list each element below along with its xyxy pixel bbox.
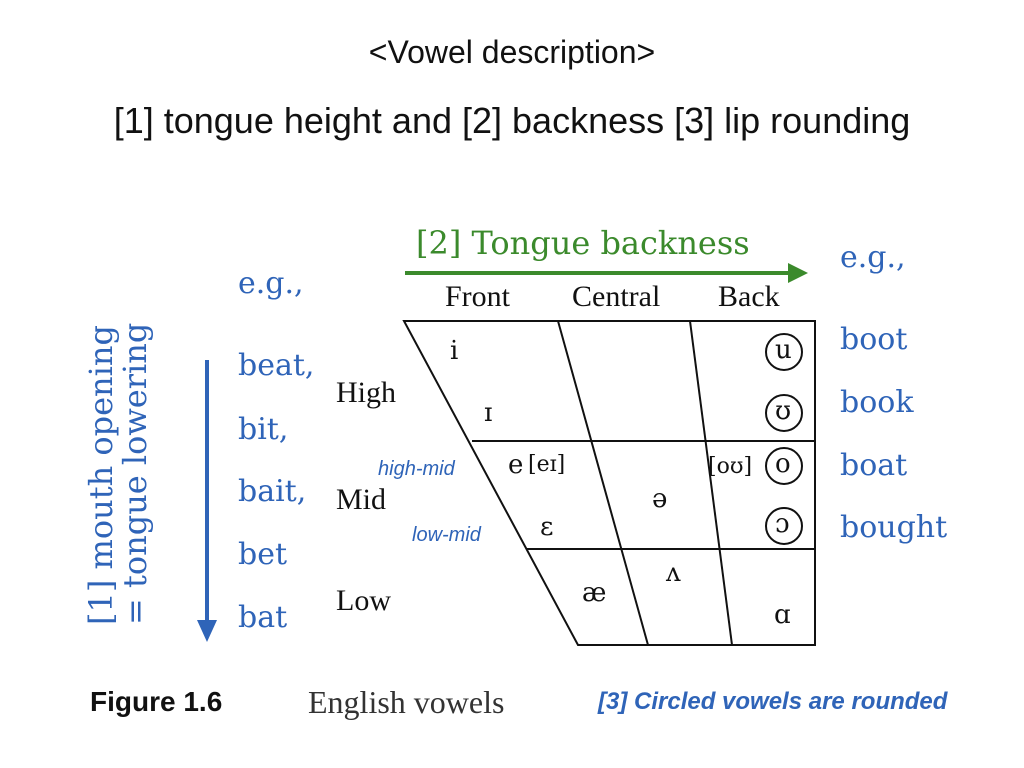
vowel-oh: ɔ	[775, 509, 790, 539]
row-high: High	[336, 376, 396, 409]
round-circle-oh	[765, 507, 803, 545]
slide-title: <Vowel description>	[368, 34, 656, 70]
figure-caption: English vowels	[308, 684, 505, 720]
column-back: Back	[718, 280, 780, 313]
vowel-u: u	[775, 335, 792, 365]
right-example-book: book	[840, 385, 914, 420]
left-example-bat: bat	[238, 600, 288, 635]
backness-arrowhead	[788, 263, 808, 283]
vowel-i: i	[450, 336, 459, 366]
vowel-a: ɑ	[774, 600, 791, 630]
vowel-e: e	[508, 450, 524, 480]
left-examples-heading: e.g.,	[238, 266, 304, 301]
left-example-beat: beat,	[238, 348, 315, 383]
right-example-bought: bought	[840, 510, 948, 545]
vowel-eh: ɛ	[540, 512, 554, 542]
grid-line-central-back	[689, 320, 733, 646]
column-central: Central	[572, 280, 661, 313]
left-example-bet: bet	[238, 537, 288, 572]
vowel-ae: æ	[582, 578, 607, 608]
vowel-uh: ʊ	[775, 396, 792, 426]
slide-subtitle: [1] tongue height and [2] backness [3] l…	[113, 100, 911, 141]
right-example-boot: boot	[840, 322, 908, 357]
annotation-high-mid: high-mid	[378, 458, 455, 480]
annotation-low-mid: low-mid	[412, 524, 481, 546]
round-circle-u	[765, 333, 803, 371]
rounding-note: [3] Circled vowels are rounded	[598, 688, 948, 715]
left-example-bait: bait,	[238, 474, 307, 509]
round-circle-o	[765, 447, 803, 485]
figure-number: Figure 1.6	[90, 686, 223, 717]
height-axis-label: [1] mouth opening = tongue lowering	[82, 322, 154, 625]
backness-axis-label: [2] Tongue backness	[416, 224, 750, 262]
height-arrowhead	[197, 620, 217, 642]
vowel-wedge: ʌ	[666, 558, 681, 588]
left-example-bit: bit,	[238, 412, 289, 447]
vowel-o-diphthong: [oʊ]	[708, 454, 753, 479]
row-low: Low	[336, 584, 391, 617]
vowel-trapezoid	[402, 320, 816, 646]
height-axis-line2: = tongue lowering	[116, 322, 154, 625]
height-axis-line1: [1] mouth opening	[82, 325, 120, 625]
right-example-boat: boat	[840, 448, 908, 483]
vowel-schwa: ə	[652, 484, 668, 514]
row-mid: Mid	[336, 483, 387, 516]
round-circle-uh	[765, 394, 803, 432]
right-examples-heading: e.g.,	[840, 240, 906, 275]
column-front: Front	[445, 280, 511, 313]
vowel-ih: ɪ	[484, 398, 493, 428]
grid-line-front-central	[557, 320, 649, 646]
vowel-o: o	[775, 449, 791, 479]
vowel-e-diphthong: [eɪ]	[528, 452, 566, 477]
